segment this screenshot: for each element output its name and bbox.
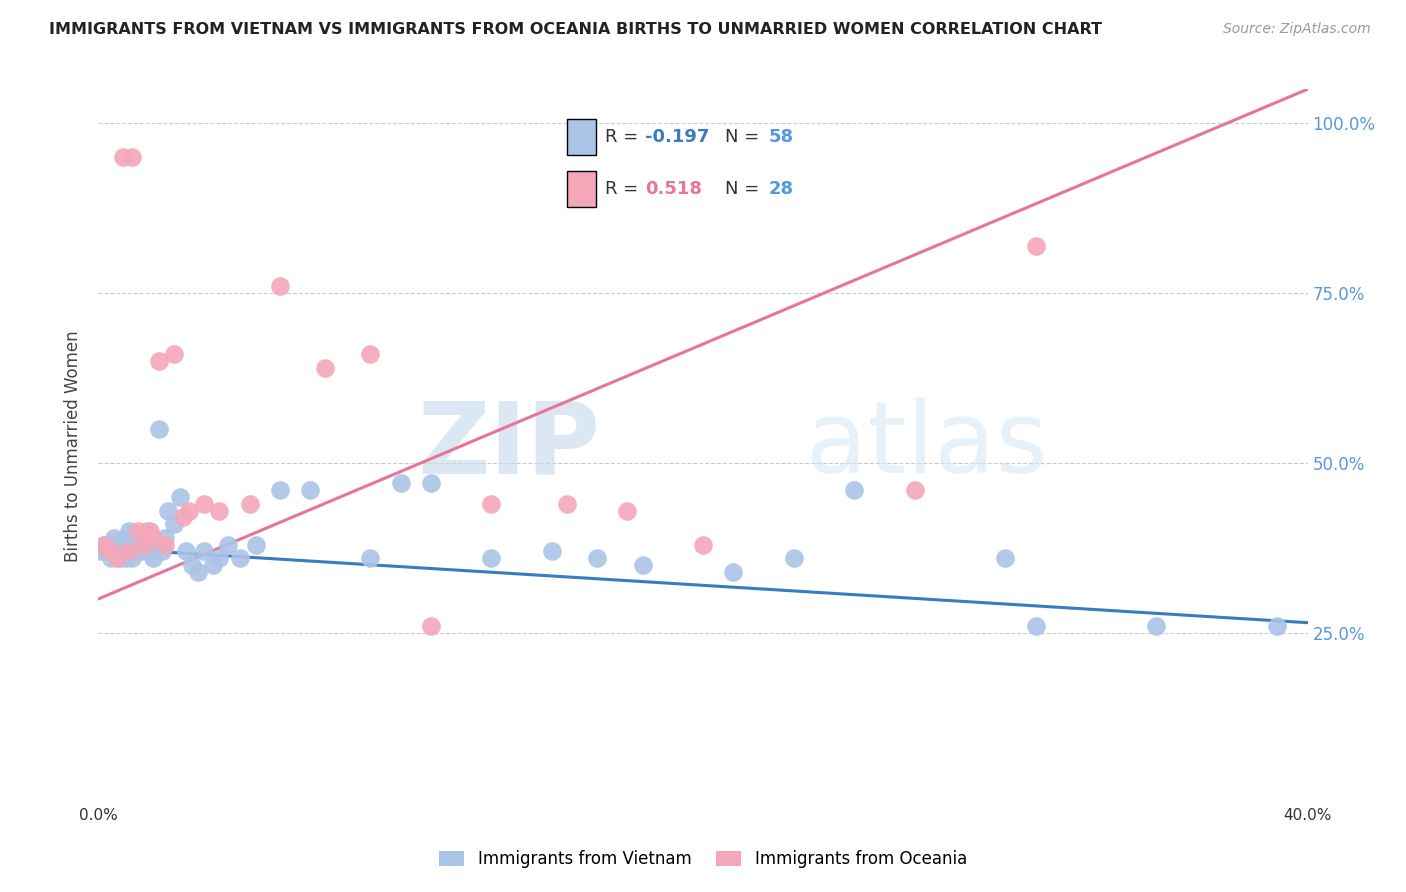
Point bbox=[163, 347, 186, 361]
Point bbox=[1024, 238, 1046, 252]
Point bbox=[118, 524, 141, 538]
Point bbox=[239, 497, 262, 511]
Point bbox=[208, 503, 231, 517]
Point bbox=[616, 503, 638, 517]
Point bbox=[124, 537, 146, 551]
Point bbox=[148, 354, 170, 368]
Point bbox=[121, 551, 143, 566]
Point bbox=[145, 537, 167, 551]
Point bbox=[269, 483, 291, 498]
Point bbox=[229, 551, 252, 566]
Y-axis label: Births to Unmarried Women: Births to Unmarried Women bbox=[65, 330, 83, 562]
Point bbox=[420, 619, 443, 633]
Point bbox=[100, 544, 122, 558]
Point bbox=[420, 476, 443, 491]
Point bbox=[1024, 619, 1046, 633]
Point bbox=[723, 565, 745, 579]
Point bbox=[179, 503, 201, 517]
Point bbox=[111, 537, 134, 551]
Point bbox=[169, 490, 191, 504]
Point bbox=[245, 537, 267, 551]
Point bbox=[139, 544, 162, 558]
Point bbox=[269, 279, 291, 293]
Point bbox=[181, 558, 204, 572]
Point bbox=[93, 537, 115, 551]
Point bbox=[121, 544, 143, 558]
Point bbox=[586, 551, 609, 566]
Point bbox=[540, 544, 562, 558]
Point bbox=[100, 537, 122, 551]
Point bbox=[153, 531, 176, 545]
Legend: Immigrants from Vietnam, Immigrants from Oceania: Immigrants from Vietnam, Immigrants from… bbox=[433, 844, 973, 875]
Point bbox=[692, 537, 714, 551]
Point bbox=[108, 551, 131, 566]
Point bbox=[1267, 619, 1289, 633]
Point bbox=[111, 544, 134, 558]
Point bbox=[114, 551, 136, 566]
Text: IMMIGRANTS FROM VIETNAM VS IMMIGRANTS FROM OCEANIA BIRTHS TO UNMARRIED WOMEN COR: IMMIGRANTS FROM VIETNAM VS IMMIGRANTS FR… bbox=[49, 22, 1102, 37]
Point bbox=[135, 524, 157, 538]
Point bbox=[481, 551, 503, 566]
Point bbox=[103, 544, 125, 558]
Point bbox=[132, 537, 155, 551]
Point bbox=[127, 531, 149, 545]
Point bbox=[96, 544, 118, 558]
Point bbox=[103, 531, 125, 545]
Point bbox=[314, 360, 336, 375]
Point bbox=[93, 537, 115, 551]
Text: ZIP: ZIP bbox=[418, 398, 600, 494]
Point bbox=[100, 551, 122, 566]
Point bbox=[105, 537, 128, 551]
Point bbox=[481, 497, 503, 511]
Point bbox=[193, 544, 215, 558]
Text: Source: ZipAtlas.com: Source: ZipAtlas.com bbox=[1223, 22, 1371, 37]
Point bbox=[172, 510, 194, 524]
Point bbox=[360, 347, 382, 361]
Point bbox=[139, 524, 162, 538]
Point bbox=[129, 544, 152, 558]
Point bbox=[90, 544, 112, 558]
Point bbox=[208, 551, 231, 566]
Point bbox=[114, 531, 136, 545]
Point bbox=[202, 558, 225, 572]
Point bbox=[299, 483, 322, 498]
Point bbox=[844, 483, 866, 498]
Point bbox=[1144, 619, 1167, 633]
Point bbox=[389, 476, 412, 491]
Point bbox=[148, 422, 170, 436]
Point bbox=[555, 497, 578, 511]
Text: atlas: atlas bbox=[806, 398, 1047, 494]
Point bbox=[132, 537, 155, 551]
Point bbox=[105, 551, 128, 566]
Point bbox=[631, 558, 654, 572]
Point bbox=[111, 150, 134, 164]
Point bbox=[156, 503, 179, 517]
Point bbox=[142, 531, 165, 545]
Point bbox=[994, 551, 1017, 566]
Point bbox=[174, 544, 197, 558]
Point bbox=[127, 524, 149, 538]
Point bbox=[193, 497, 215, 511]
Point bbox=[124, 544, 146, 558]
Point bbox=[153, 537, 176, 551]
Point bbox=[118, 544, 141, 558]
Point bbox=[904, 483, 927, 498]
Point bbox=[108, 544, 131, 558]
Point bbox=[163, 517, 186, 532]
Point bbox=[150, 544, 173, 558]
Point bbox=[187, 565, 209, 579]
Point bbox=[121, 150, 143, 164]
Point bbox=[783, 551, 806, 566]
Point bbox=[142, 551, 165, 566]
Point bbox=[118, 537, 141, 551]
Point bbox=[217, 537, 239, 551]
Point bbox=[360, 551, 382, 566]
